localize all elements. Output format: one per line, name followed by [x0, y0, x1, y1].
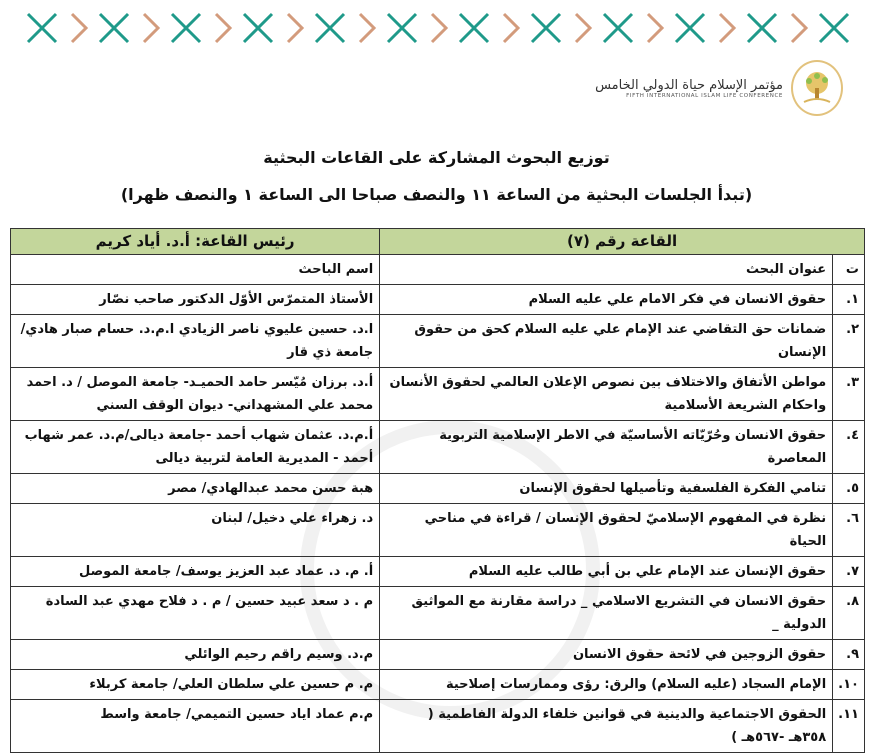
research-title: ضمانات حق التقاضي عند الإمام علي عليه ال… [379, 314, 834, 368]
row-number: ١٠. [832, 669, 865, 700]
table-row: ١. حقوق الانسان في فكر الامام علي عليه ال… [9, 284, 865, 315]
research-title: نظرة في المفهوم الإسلاميّ لحقوق الإنسان … [379, 503, 834, 557]
row-number: ١. [832, 284, 865, 315]
banner-chevron [718, 12, 737, 44]
researcher-name: م.د. وسيم راقم رحيم الوائلي [9, 639, 381, 670]
hall-number-header: القاعة رقم (٧) [379, 228, 865, 255]
banner-chevron [574, 12, 593, 44]
banner-motif [674, 12, 706, 44]
banner-chevron [430, 12, 449, 44]
banner-chevron [790, 12, 809, 44]
banner-motif [98, 12, 130, 44]
banner-chevron [214, 12, 233, 44]
banner-chevron [358, 12, 377, 44]
banner-chevron [646, 12, 665, 44]
banner-chevron [286, 12, 305, 44]
researcher-name: أ.م.د. عثمان شهاب أحمد -جامعة ديالى/م.د.… [9, 420, 381, 474]
column-header-row: ت عنوان البحث اسم الباحث [9, 254, 865, 285]
banner-motif [818, 12, 850, 44]
researcher-name: أ. م. د. عماد عبد العزيز يوسف/ جامعة الم… [9, 556, 381, 587]
table-row: ٩. حقوق الزوجين في لائحة حقوق الانسان م.د.… [9, 639, 865, 670]
table-row: ٥. تنامي الفكرة الفلسفية وتأصيلها لحقوق ا… [9, 473, 865, 504]
column-header-number: ت [832, 254, 865, 285]
row-number: ٤. [832, 420, 865, 474]
banner-chevron [502, 12, 521, 44]
research-title: حقوق الزوجين في لائحة حقوق الانسان [379, 639, 834, 670]
table-row: ٨. حقوق الانسان في التشريع الاسلامي _ درا… [9, 586, 865, 640]
decorative-banner [26, 12, 863, 44]
page-title: توزيع البحوث المشاركة على القاعات البحثي… [263, 148, 610, 167]
page-subtitle: (تبدأ الجلسات البحثية من الساعة ١١ والنص… [120, 185, 753, 204]
table-row: ١٠. الإمام السجاد (عليه السلام) والرق: رؤ… [9, 669, 865, 700]
research-distribution-table: القاعة رقم (٧) رئيس القاعة: أ.د. أياد كر… [9, 228, 865, 753]
row-number: ٣. [832, 367, 865, 421]
table-row: ٧. حقوق الإنسان عند الإمام علي بن أبي طال… [9, 556, 865, 587]
banner-motif [26, 12, 58, 44]
column-header-title: عنوان البحث [379, 254, 834, 285]
logo-english-text: FIFTH INTERNATIONAL ISLAM LIFE CONFERENC… [626, 92, 783, 99]
table-row: ٣. مواطن الأتفاق والاختلاف بين نصوص الإعل… [9, 367, 865, 421]
banner-motif [746, 12, 778, 44]
banner-motif [386, 12, 418, 44]
researcher-name: هبة حسن محمد عبدالهادي/ مصر [9, 473, 381, 504]
row-number: ٦. [832, 503, 865, 557]
research-title: مواطن الأتفاق والاختلاف بين نصوص الإعلان… [379, 367, 834, 421]
row-number: ٨. [832, 586, 865, 640]
researcher-name: م . د سعد عبيد حسين / م . د فلاح مهدي عب… [9, 586, 381, 640]
logo-arabic-text: مؤتمر الإسلام حياة الدولي الخامس [595, 77, 783, 93]
banner-motif [242, 12, 274, 44]
table-header-row: القاعة رقم (٧) رئيس القاعة: أ.د. أياد كر… [9, 228, 865, 255]
tree-logo-icon [791, 60, 843, 116]
research-title: تنامي الفكرة الفلسفية وتأصيلها لحقوق الإ… [379, 473, 834, 504]
banner-chevron [70, 12, 89, 44]
table-row: ٢. ضمانات حق التقاضي عند الإمام علي عليه … [9, 314, 865, 368]
hall-chair-header: رئيس القاعة: أ.د. أياد كريم [9, 228, 381, 255]
banner-chevron [142, 12, 161, 44]
research-title: حقوق الانسان في التشريع الاسلامي _ دراسة… [379, 586, 834, 640]
conference-logo: مؤتمر الإسلام حياة الدولي الخامس FIFTH I… [595, 60, 843, 116]
researcher-name: ا.د. حسين عليوي ناصر الزيادي ا.م.د. حسام… [9, 314, 381, 368]
research-title: الإمام السجاد (عليه السلام) والرق: رؤى و… [379, 669, 834, 700]
banner-motif [602, 12, 634, 44]
researcher-name: م.م عماد اياد حسين التميمي/ جامعة واسط [9, 699, 381, 753]
research-title: حقوق الإنسان عند الإمام علي بن أبي طالب … [379, 556, 834, 587]
banner-motif [458, 12, 490, 44]
research-title: حقوق الانسان في فكر الامام علي عليه السل… [379, 284, 834, 315]
banner-motif [170, 12, 202, 44]
banner-motif [530, 12, 562, 44]
researcher-name: أ.د. برزان مُيّسر حامد الحميـد- جامعة ال… [9, 367, 381, 421]
row-number: ٥. [832, 473, 865, 504]
researcher-name: الأستاذ المتمرّس الأوّل الدكتور صاحب نصّ… [9, 284, 381, 315]
banner-motif [314, 12, 346, 44]
table-row: ٤. حقوق الانسان وحُرّيّاته الأساسيّة في ا… [9, 420, 865, 474]
table-row: ٦. نظرة في المفهوم الإسلاميّ لحقوق الإنسا… [9, 503, 865, 557]
row-number: ٢. [832, 314, 865, 368]
table-row: ١١. الحقوق الاجتماعية والدينية في قوانين … [9, 699, 865, 753]
researcher-name: د. زهراء علي دخيل/ لبنان [9, 503, 381, 557]
row-number: ١١. [832, 699, 865, 753]
column-header-researcher: اسم الباحث [9, 254, 381, 285]
row-number: ٧. [832, 556, 865, 587]
research-title: حقوق الانسان وحُرّيّاته الأساسيّة في الا… [379, 420, 834, 474]
researcher-name: م. م حسين علي سلطان العلي/ جامعة كربلاء [9, 669, 381, 700]
research-title: الحقوق الاجتماعية والدينية في قوانين خلف… [379, 699, 834, 753]
row-number: ٩. [832, 639, 865, 670]
